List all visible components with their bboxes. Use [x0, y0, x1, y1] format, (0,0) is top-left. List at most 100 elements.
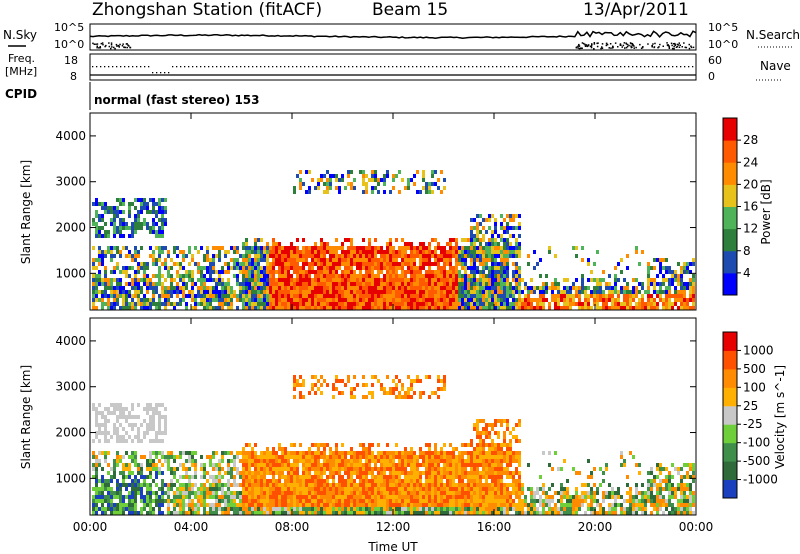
nave-point: [484, 66, 486, 68]
power-cell: [383, 258, 386, 262]
velocity-cell: [398, 479, 401, 483]
power-cell: [422, 298, 425, 302]
nave-point: [160, 72, 162, 74]
velocity-cell: [248, 467, 251, 471]
velocity-cell: [416, 459, 419, 463]
velocity-cell: [95, 411, 98, 415]
power-cell: [503, 242, 506, 246]
power-cell: [269, 290, 272, 294]
velocity-cell: [116, 511, 119, 515]
velocity-cell: [293, 475, 296, 479]
velocity-cell: [137, 487, 140, 491]
power-cell: [659, 270, 662, 274]
velocity-cell: [173, 459, 176, 463]
power-cell: [320, 250, 323, 254]
velocity-cell: [293, 451, 296, 455]
power-cell: [239, 270, 242, 274]
power-cell: [341, 294, 344, 298]
power-cell: [245, 238, 248, 242]
velocity-cell: [317, 467, 320, 471]
velocity-cell: [311, 375, 314, 379]
power-cell: [443, 278, 446, 282]
power-cell: [386, 294, 389, 298]
velocity-cell: [314, 383, 317, 387]
power-cell: [578, 286, 581, 290]
power-cell: [335, 262, 338, 266]
velocity-cell: [245, 483, 248, 487]
nave-point: [636, 66, 638, 68]
nave-point: [492, 66, 494, 68]
power-cell: [110, 254, 113, 258]
power-cell: [440, 290, 443, 294]
nsearch-point: [674, 44, 676, 46]
velocity-cell: [368, 459, 371, 463]
velocity-cell: [95, 499, 98, 503]
power-cell: [374, 298, 377, 302]
power-cell: [104, 254, 107, 258]
velocity-cell: [221, 491, 224, 495]
velocity-cell: [149, 451, 152, 455]
velocity-cell: [407, 507, 410, 511]
power-cell: [308, 302, 311, 306]
beam-label: Beam 15: [372, 0, 448, 20]
power-cell: [479, 294, 482, 298]
power-cell: [320, 270, 323, 274]
power-cell: [245, 266, 248, 270]
power-cell: [416, 294, 419, 298]
velocity-cell: [398, 451, 401, 455]
velocity-cell: [233, 511, 236, 515]
power-cell: [635, 250, 638, 254]
power-cell: [377, 246, 380, 250]
power-cell: [509, 246, 512, 250]
power-cell: [464, 274, 467, 278]
velocity-cell: [383, 471, 386, 475]
velocity-cell: [422, 507, 425, 511]
power-cell: [323, 286, 326, 290]
power-cell: [233, 290, 236, 294]
power-cell: [527, 254, 530, 258]
power-cell: [299, 274, 302, 278]
velocity-cell: [254, 471, 257, 475]
power-cell: [503, 294, 506, 298]
power-cell: [173, 262, 176, 266]
power-cell: [413, 306, 416, 310]
power-cell: [500, 234, 503, 238]
power-cell: [527, 262, 530, 266]
power-cell: [242, 266, 245, 270]
power-cell: [665, 258, 668, 262]
power-cell: [119, 254, 122, 258]
velocity-cell: [188, 511, 191, 515]
power-cell: [302, 298, 305, 302]
velocity-cell: [179, 503, 182, 507]
power-cell: [683, 294, 686, 298]
power-cell: [125, 222, 128, 226]
velocity-cell: [389, 511, 392, 515]
nsearch-point: [652, 43, 654, 45]
velocity-cell: [317, 451, 320, 455]
power-cell: [149, 306, 152, 310]
power-cell: [680, 306, 683, 310]
power-cell: [458, 250, 461, 254]
power-cell: [602, 270, 605, 274]
velocity-cell: [119, 511, 122, 515]
power-cell: [647, 286, 650, 290]
velocity-cell: [395, 455, 398, 459]
power-cell: [332, 282, 335, 286]
power-cell: [380, 270, 383, 274]
velocity-cell: [269, 463, 272, 467]
velocity-cell: [368, 447, 371, 451]
velocity-cell: [350, 507, 353, 511]
velocity-cell: [107, 463, 110, 467]
velocity-cell: [191, 503, 194, 507]
velocity-cell: [392, 495, 395, 499]
power-cell: [398, 254, 401, 258]
power-cell: [389, 246, 392, 250]
power-cell: [431, 190, 434, 194]
power-cell: [113, 246, 116, 250]
power-cell: [647, 290, 650, 294]
velocity-cell: [227, 507, 230, 511]
nsearch-point: [102, 43, 104, 46]
power-cell: [149, 286, 152, 290]
velocity-cell: [137, 479, 140, 483]
power-cell: [494, 282, 497, 286]
